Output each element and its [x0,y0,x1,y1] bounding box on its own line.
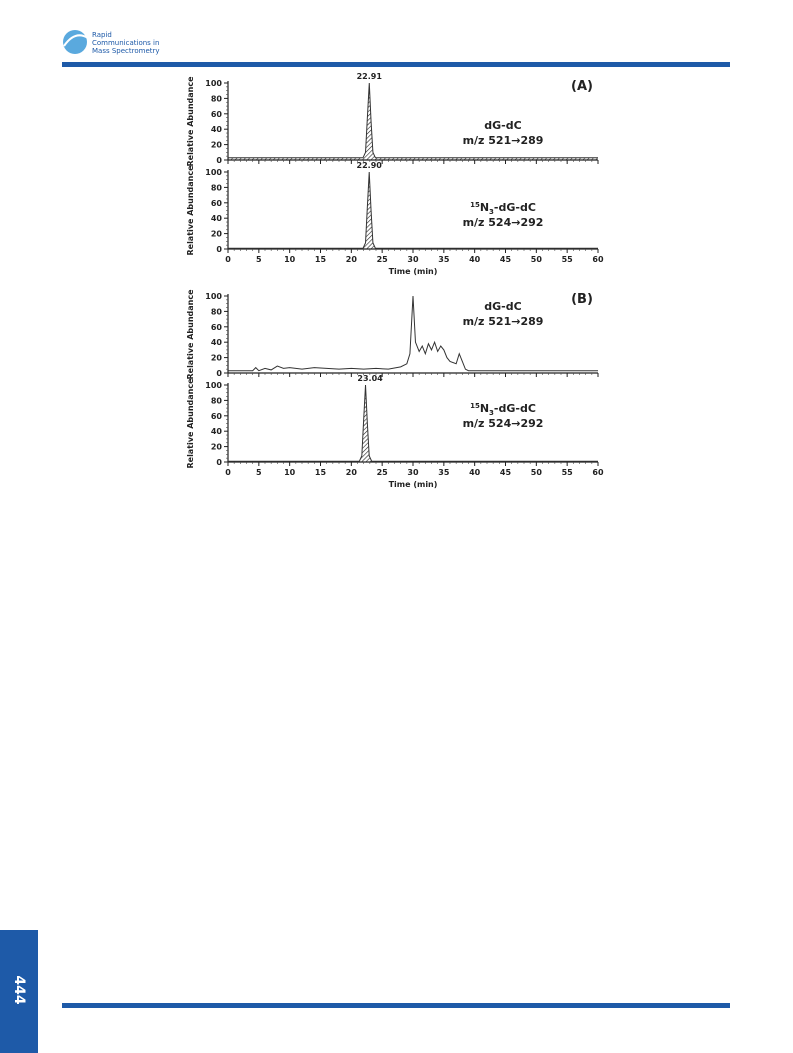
y-tick-label: 80 [211,307,223,316]
x-tick-label: 40 [469,255,481,264]
y-axis-label: Relative Abundance [186,378,195,469]
compound-name: -dG-dC [494,402,536,415]
transition-label: m/z 524→292 [463,216,544,229]
isotope: 15 [470,402,480,410]
chromatogram: 0 20 40 60 80 100 Relative Abundance 22.91 (A) dG… [186,72,599,167]
y-tick-label: 40 [211,338,223,347]
x-tick-label: 50 [531,468,543,477]
transition-label: m/z 521→289 [463,134,544,147]
y-tick-label: 80 [211,396,223,405]
trace [228,295,598,372]
y-tick-label: 20 [211,230,223,239]
chromatogram: 0 20 40 60 80 100 Relative Abundance (B) dG-dC m/… [186,289,599,380]
isotope: 15 [470,201,480,209]
y-tick-label: 60 [211,199,223,208]
compound-label: 15N3-dG-dC [470,201,536,216]
y-tick-label: 60 [211,323,223,332]
trace [228,171,598,249]
x-tick-label: 30 [407,468,419,477]
journal-name: Rapid [92,31,112,39]
y-tick-label: 60 [211,412,223,421]
atom-count: 3 [489,409,494,417]
compound-label: 15N3-dG-dC [470,402,536,417]
peak-label: 23.04 [357,374,383,383]
y-axis-label: Relative Abundance [186,76,195,167]
journal-name: Communications in [92,39,159,47]
y-tick-label: 0 [216,369,222,378]
panel-label: (A) [571,79,593,94]
x-tick-label: 15 [315,468,327,477]
y-tick-label: 40 [211,427,223,436]
x-tick-label: 50 [531,255,543,264]
y-tick-label: 100 [205,381,222,390]
x-tick-label: 40 [469,468,481,477]
x-tick-label: 0 [225,468,231,477]
atom-count: 3 [489,208,494,216]
panel-label: (B) [571,292,593,307]
x-tick-label: 35 [438,255,450,264]
y-tick-label: 100 [205,79,222,88]
y-tick-label: 20 [211,141,223,150]
x-tick-label: 25 [377,468,389,477]
header-rule [62,62,730,67]
x-tick-label: 10 [284,468,296,477]
transition-label: m/z 524→292 [463,417,544,430]
transition-label: m/z 521→289 [463,315,544,328]
x-tick-label: 10 [284,255,296,264]
chromatogram: 0 20 40 60 80 100 0 5 10 15 20 25 30 35 40 45 50 55 60 Rela… [186,374,604,489]
x-tick-label: 60 [592,255,604,264]
peak-area [228,172,598,249]
chromatogram: 0 20 40 60 80 100 0 5 10 15 20 25 30 35 40 45 50 55 60 Rela… [186,161,604,276]
x-tick-label: 0 [225,255,231,264]
y-tick-label: 40 [211,214,223,223]
y-tick-label: 60 [211,110,223,119]
y-tick-label: 80 [211,183,223,192]
y-tick-label: 0 [216,458,222,467]
x-tick-label: 35 [438,468,450,477]
journal-name: Mass Spectrometry [92,47,160,55]
y-tick-label: 0 [216,156,222,165]
compound-name: -dG-dC [494,201,536,214]
compound-label: dG-dC [484,300,521,313]
x-tick-label: 60 [592,468,604,477]
x-tick-label: 55 [562,468,574,477]
x-axis-label: Time (min) [389,480,438,489]
x-tick-label: 45 [500,255,512,264]
x-tick-label: 25 [377,255,389,264]
x-tick-label: 5 [256,255,262,264]
trace [228,82,598,159]
x-tick-label: 45 [500,468,512,477]
y-tick-label: 100 [205,292,222,301]
x-tick-label: 5 [256,468,262,477]
y-tick-label: 40 [211,125,223,134]
x-tick-label: 20 [346,468,358,477]
element: N [480,402,489,415]
y-axis-label: Relative Abundance [186,289,195,380]
x-tick-label: 30 [407,255,419,264]
y-tick-label: 80 [211,94,223,103]
compound-label: dG-dC [484,119,521,132]
y-tick-label: 20 [211,443,223,452]
footer-rule [62,1003,730,1008]
y-tick-label: 0 [216,245,222,254]
logo-swoosh [63,34,89,47]
peak-label: 22.90 [357,161,383,170]
x-tick-label: 15 [315,255,327,264]
page-tab [0,930,38,1053]
journal-logo: Rapid Communications in Mass Spectrometr… [63,30,160,55]
y-tick-label: 100 [205,168,222,177]
peak-label: 22.91 [357,72,383,81]
peak-area [228,83,598,160]
y-axis-label: Relative Abundance [186,165,195,256]
x-tick-label: 55 [562,255,574,264]
page-number: 444 [11,975,27,1004]
trace [228,384,598,462]
x-tick-label: 20 [346,255,358,264]
element: N [480,201,489,214]
x-axis-label: Time (min) [389,267,438,276]
y-tick-label: 20 [211,354,223,363]
